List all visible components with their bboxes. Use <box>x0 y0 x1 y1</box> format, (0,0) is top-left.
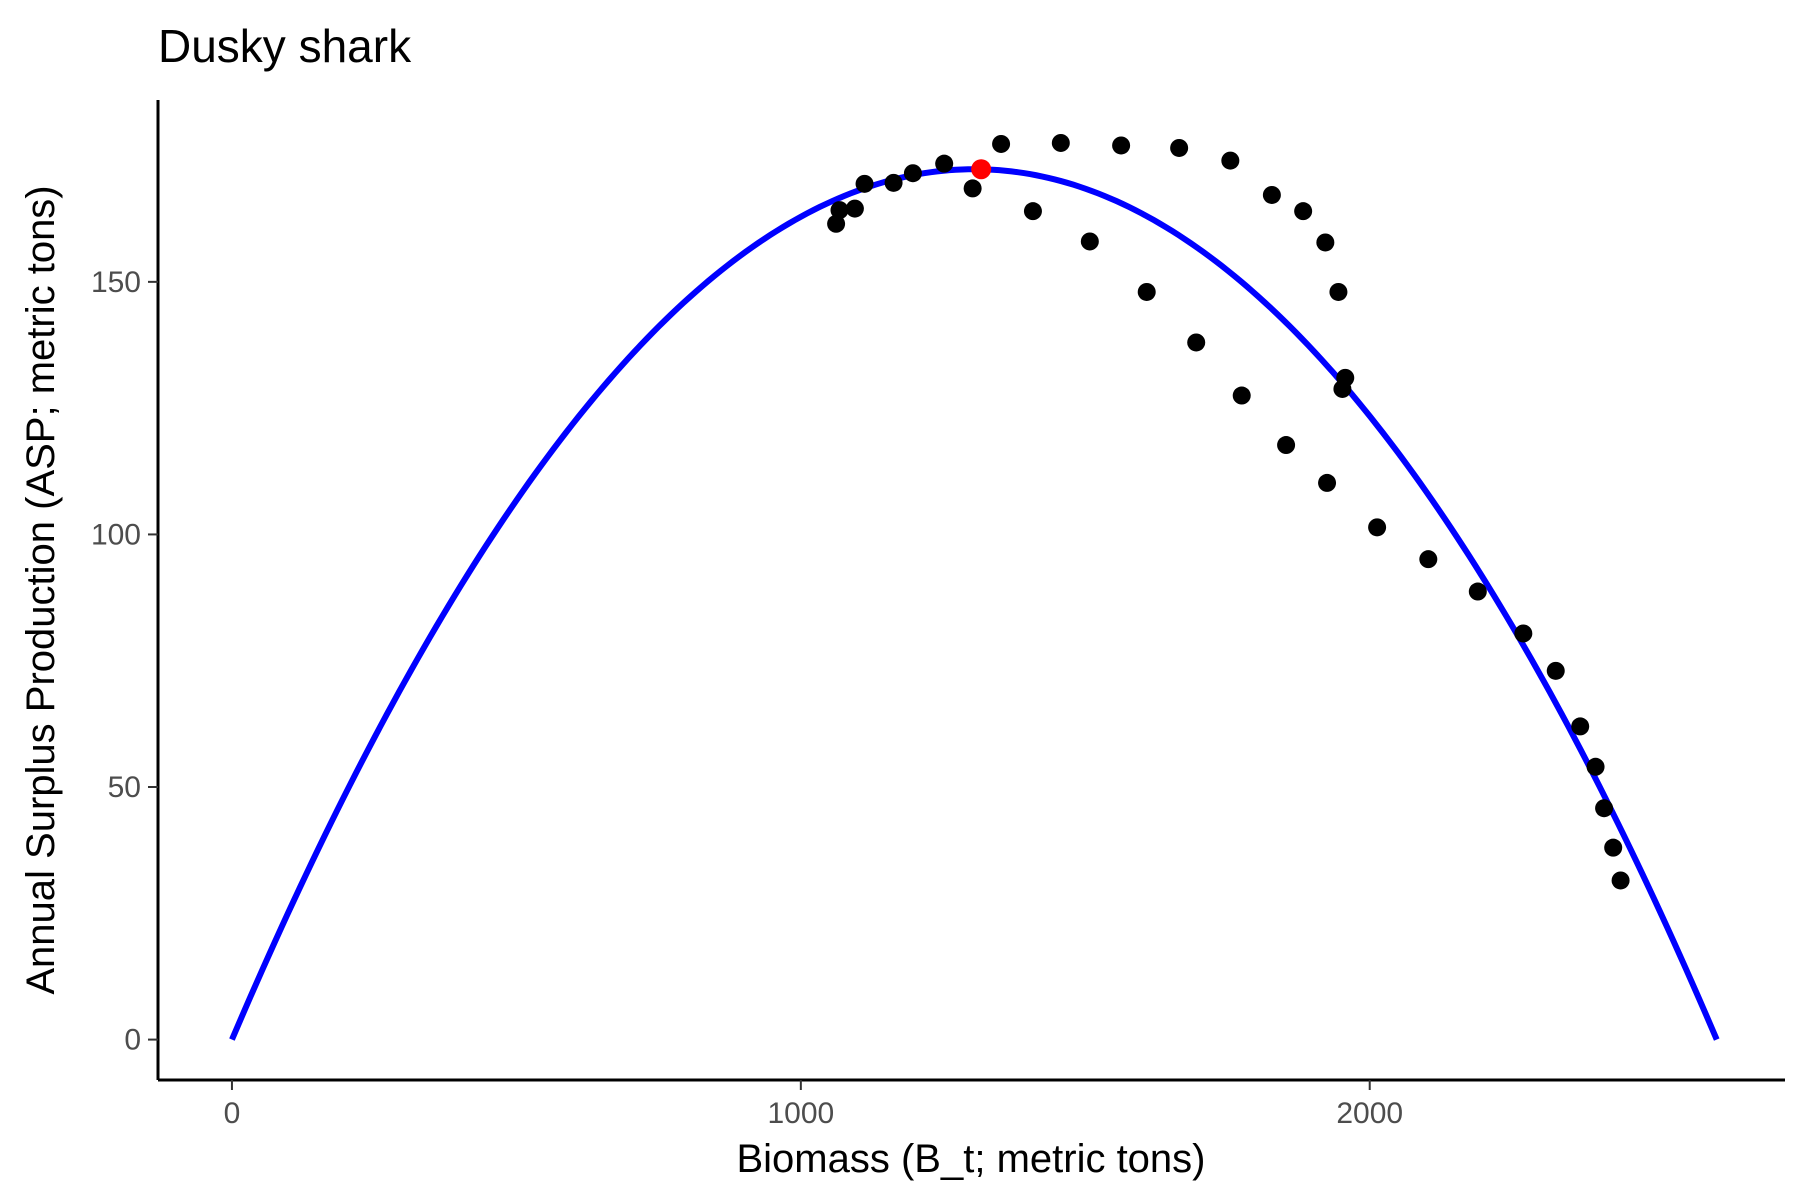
data-point <box>1221 151 1240 170</box>
data-point <box>1419 550 1438 569</box>
data-point <box>1468 582 1487 601</box>
data-point <box>1262 185 1281 204</box>
data-point <box>1112 136 1131 155</box>
data-point <box>1316 233 1335 252</box>
y-axis-ticks: 0 50 100 150 <box>91 266 158 1057</box>
data-point <box>827 214 846 233</box>
data-point <box>1611 871 1630 890</box>
chart-title: Dusky shark <box>158 20 412 72</box>
plot-panel: 0 1000 2000 0 50 100 150 <box>91 100 1785 1130</box>
data-point <box>1051 133 1070 152</box>
x-tick-label: 2000 <box>1336 1097 1403 1130</box>
x-axis-ticks: 0 1000 2000 <box>224 1080 1403 1130</box>
msy-peak-point <box>971 159 992 180</box>
data-point <box>1187 333 1206 352</box>
data-point <box>1294 202 1313 221</box>
data-point <box>1604 838 1623 857</box>
y-tick-label: 0 <box>124 1024 141 1057</box>
data-point <box>1546 661 1565 680</box>
data-point <box>830 201 849 220</box>
data-points <box>827 133 1630 890</box>
data-point <box>963 179 982 198</box>
data-point <box>1318 473 1337 492</box>
data-point <box>1514 624 1533 643</box>
data-point <box>845 199 864 218</box>
surplus-production-curve <box>229 166 1720 1041</box>
data-point <box>1023 202 1042 221</box>
data-point <box>1080 232 1099 251</box>
data-point <box>855 174 874 193</box>
y-axis-title: Annual Surplus Production (ASP; metric t… <box>19 185 63 994</box>
data-point <box>935 154 954 173</box>
data-point <box>1586 757 1605 776</box>
data-point <box>1277 436 1296 455</box>
data-point <box>992 134 1011 153</box>
data-point <box>1170 138 1189 157</box>
data-point <box>1368 518 1387 537</box>
data-point <box>1571 717 1590 736</box>
x-tick-label: 1000 <box>767 1097 834 1130</box>
y-tick-label: 100 <box>91 518 141 551</box>
data-point <box>903 164 922 183</box>
data-point <box>884 173 903 192</box>
y-tick-label: 150 <box>91 266 141 299</box>
data-point <box>1333 379 1352 398</box>
x-axis-title: Biomass (B_t; metric tons) <box>736 1137 1205 1181</box>
data-point <box>1137 282 1156 301</box>
y-tick-label: 50 <box>108 771 141 804</box>
data-point <box>1595 799 1614 818</box>
data-point <box>1329 282 1348 301</box>
data-point <box>1232 386 1251 405</box>
x-tick-label: 0 <box>224 1097 241 1130</box>
